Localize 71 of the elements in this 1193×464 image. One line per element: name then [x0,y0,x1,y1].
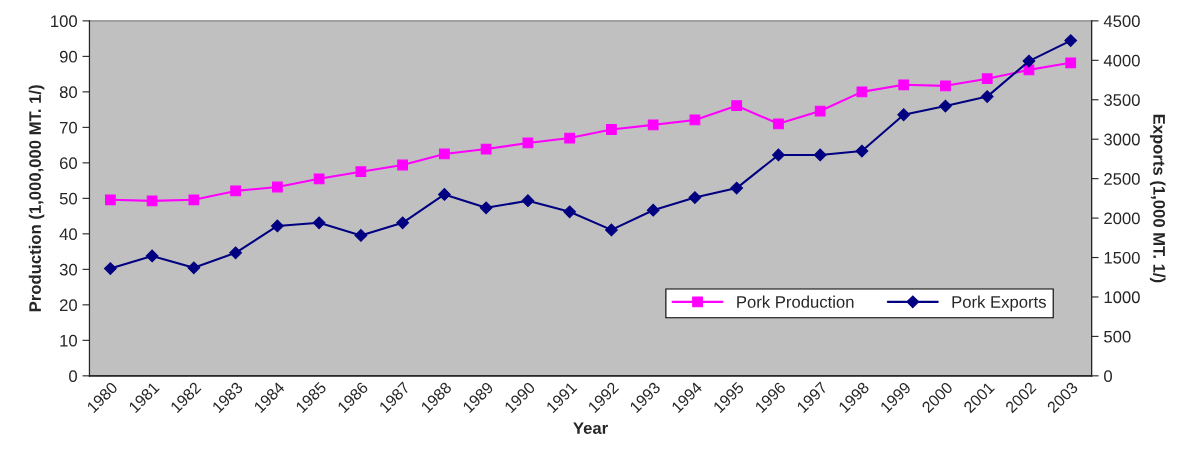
point [313,173,325,185]
y-tick-label: 10 [60,334,78,347]
point [855,144,869,158]
point [898,79,910,91]
y2-tick-label: 0 [1104,370,1113,383]
y2-tick-label: 3000 [1104,133,1140,146]
point [773,118,784,130]
point [563,205,577,219]
point [354,229,368,242]
point [813,148,827,162]
point [521,194,535,208]
point [564,132,576,144]
point [856,86,868,98]
x-axis-title: Year [573,422,608,435]
point [1022,54,1036,68]
point [103,262,117,275]
y2-tick-label: 4500 [1103,15,1140,28]
point [940,80,951,92]
y2-tick-label: 3500 [1104,94,1140,106]
y2-tick-label: 1000 [1104,291,1140,304]
point [1065,57,1077,69]
point [814,105,826,117]
point [730,181,744,195]
y-tick-label: 90 [59,50,78,63]
point [312,216,326,230]
y-tick-label: 70 [59,121,78,134]
point [271,181,283,193]
point [437,188,451,201]
y2-tick-label: 4000 [1103,54,1140,67]
y2-tick-label: 500 [1104,330,1131,343]
point [229,246,243,260]
point [145,249,159,263]
point [396,216,410,230]
y-tick-label: 60 [59,157,78,170]
point [1064,34,1078,48]
y2-tick-label: 2500 [1104,173,1140,185]
y-tick-label: 30 [59,263,78,276]
y-tick-label: 40 [59,228,78,241]
legend-label: Pork Exports [952,295,1046,312]
point [230,185,241,197]
point [479,201,493,215]
point [731,100,743,112]
y-tick-label: 80 [59,86,78,99]
point [270,219,284,233]
point [146,195,158,207]
point [606,124,617,135]
point [104,194,116,206]
y-tick-label: 20 [59,299,78,312]
point [397,159,409,171]
point [980,90,994,104]
point [439,148,450,160]
point [772,148,785,162]
y-tick-label: 100 [51,15,78,28]
point [646,203,660,217]
legend-label: Pork Production [737,295,854,308]
point [647,119,659,131]
point [688,191,702,204]
point [187,261,201,275]
point [939,99,952,113]
y-tick-label: 50 [59,192,78,205]
y-axis-title: Production (1,000,000 MT. 1/) [28,85,45,312]
y2-tick-label: 1500 [1104,251,1140,264]
y-tick-label: 0 [69,370,78,383]
point [480,143,492,155]
point [897,108,911,122]
point [981,73,993,85]
point [605,223,618,237]
y2-tick-label: 2000 [1104,212,1140,225]
y2-axis-title: Exports (1,000 MT. 1/) [1149,114,1166,283]
point [188,194,200,206]
point [355,166,367,178]
